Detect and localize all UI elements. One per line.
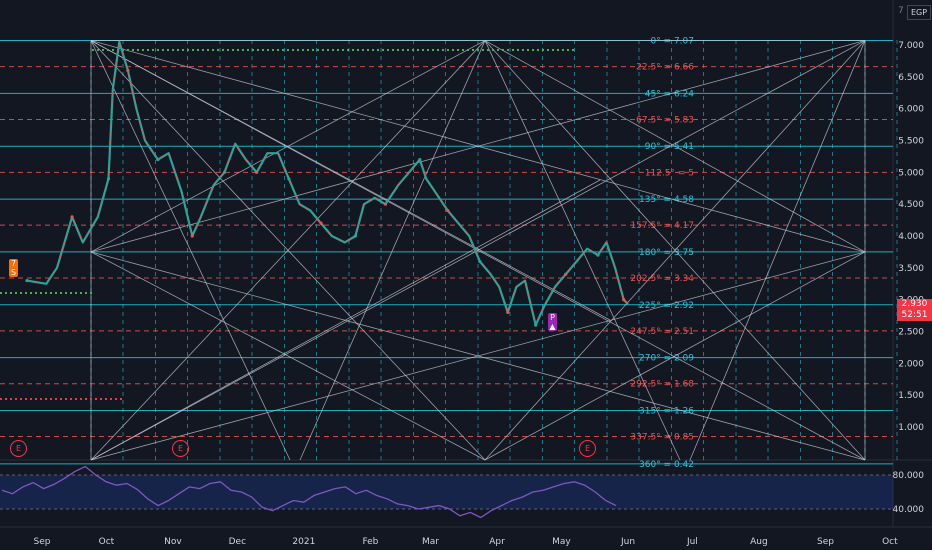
price-point [622,298,626,302]
gann-fan-line [90,40,866,253]
x-tick-label: Feb [362,537,378,547]
price-point [564,272,568,276]
x-tick-label: Jun [620,537,635,547]
gann-level-label: 67.5° = 5.83 [636,115,694,125]
x-tick-label: Apr [489,537,505,547]
gann-level-label: 247.5° = 2.51 [630,327,694,337]
x-tick-label: Sep [817,537,834,547]
oscillator-level-label: 40.000 [893,505,925,515]
y-tick-label: 3.500 [898,264,924,274]
price-point [287,177,291,181]
price-point [534,323,538,327]
y-tick-label: 1.500 [898,391,924,401]
signal-badge-top: 7 [10,259,17,268]
y-tick-label: 4.500 [898,200,924,210]
price-point [190,234,194,238]
bar-countdown: 52:51 [901,310,928,320]
gann-fan-line [484,40,866,461]
gann-fan-line [90,251,866,461]
gann-level-label: 112.5° = 5 [645,168,694,178]
y-tick-label: 1.000 [898,423,924,433]
last-price-value: 2.930 [901,299,928,309]
gann-level-label: 135° = 4.58 [639,195,694,205]
price-point [596,253,600,257]
price-point [446,208,450,213]
x-tick-label: 2021 [292,537,315,547]
price-point [383,202,388,206]
x-tick-label: Nov [164,537,182,547]
price-point [156,158,160,162]
gann-level-label: 360° = 0.42 [639,460,694,470]
earnings-marker[interactable]: E [10,440,27,457]
price-point [106,177,111,181]
gann-level-label: 157.5° = 4.17 [630,221,694,231]
price-point [418,158,422,162]
y-tick-label: 6.000 [898,105,924,115]
earnings-marker[interactable]: E [172,440,189,457]
last-price-badge: 2.930 52:51 [897,299,932,321]
gann-fan-line [299,40,486,461]
gann-level-label: 292.5° = 1.68 [630,380,694,390]
gann-fan-line [484,40,681,461]
currency-label[interactable]: EGP [907,5,931,20]
earnings-marker[interactable]: E [579,440,596,457]
price-point [70,215,74,219]
oscillator-band [0,475,893,509]
gann-fan-line [484,40,866,253]
signal-badge-bottom: ▲ [549,322,556,331]
gann-level-label: 202.5° = 3.34 [630,274,694,284]
x-tick-label: May [552,537,571,547]
y-tick-label: 7.000 [898,41,924,51]
price-point [255,170,259,174]
gann-level-label: 225° = 2.92 [639,301,694,311]
gann-fan-line [90,40,486,461]
gann-fan-line [90,179,601,461]
y-tick-label: 4.000 [898,232,924,242]
signal-badge-top: P [550,313,555,322]
price-point [319,221,323,225]
x-tick-label: Sep [34,537,51,547]
gann-fan-line [90,251,486,461]
signal-badge-buy: P ▲ [548,313,557,331]
y-tick-label: 2.000 [898,359,924,369]
y-tick-label: 6.500 [898,73,924,83]
y-tick-label: 5.500 [898,137,924,147]
gann-fan-line [90,40,611,321]
gann-level-label: 45° = 6.24 [645,89,695,99]
gann-fan-line [90,40,291,461]
gann-level-label: 0° = 7.07 [650,37,694,47]
oscillator-line [1,465,617,519]
gann-fan-line [484,251,866,461]
gann-level-label: 315° = 1.26 [639,406,694,416]
x-tick-label: Oct [882,537,898,547]
price-point [506,310,510,314]
gann-level-label: 22.5° = 6.66 [636,63,694,73]
gann-level-label: 90° = 5.41 [645,142,694,152]
price-point [126,68,130,73]
x-tick-label: Aug [750,537,768,547]
y-tick-label: 2.500 [898,328,924,338]
price-point [25,278,29,283]
gann-level-label: 337.5° = 0.85 [630,433,694,443]
gann-level-label: 270° = 2.09 [639,354,694,364]
axis-marker-label: 7 [898,6,904,16]
oscillator-level-label: 80.000 [893,471,925,481]
signal-badge-sell: 7 S [9,259,18,277]
y-tick-label: 5.000 [898,168,924,178]
price-point [353,234,357,238]
gann-fan-line [90,40,866,461]
x-tick-label: Oct [99,537,115,547]
gann-fan-line [689,40,866,461]
price-point [222,170,227,174]
gann-level-label: 180° = 3.75 [639,248,694,258]
x-tick-label: Mar [422,537,439,547]
price-series-line [26,40,629,327]
signal-badge-bottom: S [10,268,17,277]
x-tick-label: Jul [686,537,698,547]
x-tick-label: Dec [229,537,246,547]
price-point [478,259,482,264]
